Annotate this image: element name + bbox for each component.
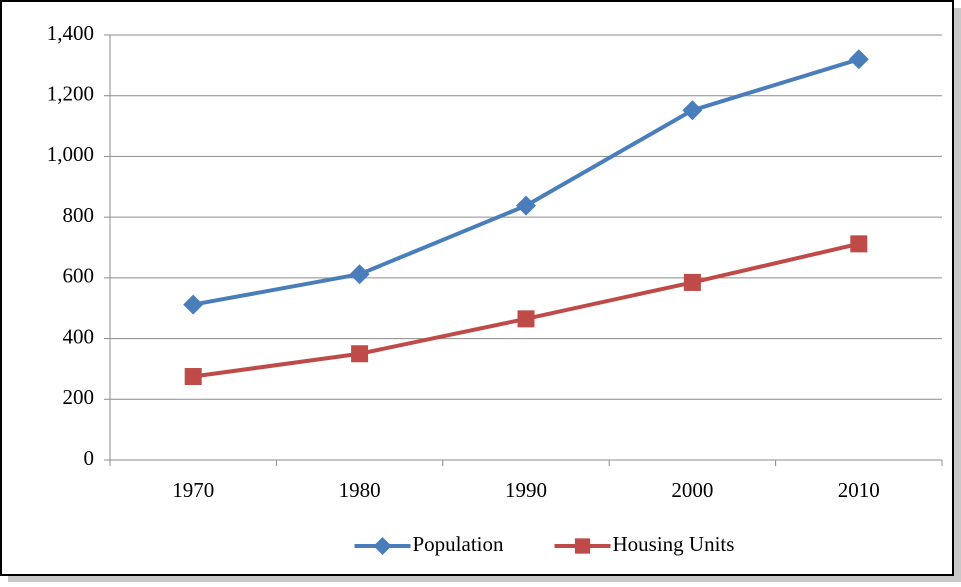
data-point <box>682 100 703 121</box>
x-tick-label: 2010 <box>838 478 880 502</box>
y-tick-label: 1,000 <box>47 142 94 166</box>
frame <box>0 0 954 576</box>
data-point <box>183 294 204 315</box>
data-point <box>349 264 370 285</box>
legend-marker <box>373 537 392 555</box>
data-point <box>683 273 701 291</box>
data-point <box>351 345 369 363</box>
legend-label: Housing Units <box>613 532 735 556</box>
x-tick-label: 1970 <box>172 478 214 502</box>
x-tick-label: 2000 <box>671 478 713 502</box>
x-tick-label: 1990 <box>505 478 547 502</box>
x-tick-label: 1980 <box>339 478 381 502</box>
y-tick-label: 800 <box>63 203 95 227</box>
y-tick-label: 400 <box>63 324 95 348</box>
data-point <box>517 310 535 328</box>
data-point <box>516 195 536 216</box>
data-point <box>848 49 869 70</box>
y-tick-label: 1,200 <box>47 82 94 106</box>
legend-marker <box>574 538 591 554</box>
y-tick-label: 0 <box>84 446 95 470</box>
y-tick-label: 200 <box>63 385 95 409</box>
y-tick-label: 600 <box>63 264 95 288</box>
legend-label: Population <box>413 532 505 556</box>
data-point <box>184 368 202 386</box>
data-point <box>850 235 868 253</box>
y-tick-label: 1,400 <box>47 21 94 45</box>
